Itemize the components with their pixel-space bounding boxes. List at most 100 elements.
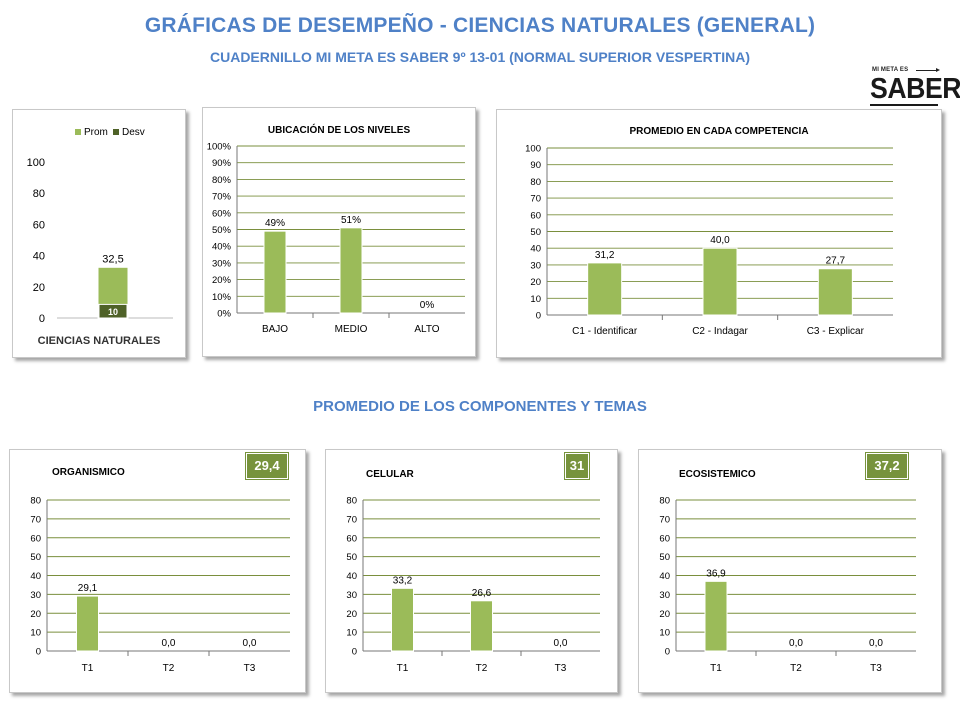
y-tick-label: 80 [530, 177, 541, 188]
chart-title-celular: CELULAR [366, 469, 414, 480]
y-tick-label: 50% [212, 225, 232, 236]
bar [587, 262, 623, 316]
data-label: 0,0 [869, 638, 883, 649]
y-tick-label: 80 [659, 496, 670, 507]
y-tick-label: 80 [30, 496, 41, 507]
y-tick-label: 50 [659, 552, 670, 563]
category-label: T1 [710, 663, 722, 674]
chart-panel-celular: CELULAR 31 0 10 20 30 40 50 60 70 80 33,2 T1 26,6 T2… [325, 449, 618, 693]
y-tick-label: 100% [207, 142, 232, 153]
y-tick-label: 0 [36, 647, 41, 658]
legend-swatch [113, 129, 119, 135]
y-tick-label: 20 [30, 609, 41, 620]
y-tick-label: 60 [530, 210, 541, 221]
y-tick-label: 20 [33, 282, 45, 294]
bar [704, 580, 728, 652]
y-tick-label: 10 [530, 294, 541, 305]
data-label: 49% [265, 218, 285, 229]
logo-underline [870, 104, 938, 106]
y-tick-label: 0 [665, 647, 670, 658]
y-tick-label: 30 [346, 590, 357, 601]
logo-top-text: MI META ES [872, 67, 909, 73]
chart-title-niveles: UBICACIÓN DE LOS NIVELES [267, 125, 411, 136]
y-tick-label: 40 [346, 571, 357, 582]
y-tick-label: 20 [346, 609, 357, 620]
data-label: 27,7 [826, 256, 846, 267]
category-label: T2 [790, 663, 802, 674]
chart-panel-ecosistemico: ECOSISTEMICO 37,2 0 10 20 30 40 50 60 70 80 36,9 T… [638, 449, 942, 693]
y-tick-label: 90% [212, 158, 232, 169]
y-tick-label: 100 [27, 157, 45, 169]
y-tick-label: 40 [659, 571, 670, 582]
y-tick-label: 0 [39, 313, 45, 325]
legend-label: Desv [122, 127, 145, 138]
y-tick-label: 60 [33, 219, 45, 231]
chart-title-organismico: ORGANISMICO [52, 467, 125, 478]
bar [817, 268, 853, 316]
data-label: 40,0 [710, 235, 730, 246]
bar [339, 227, 363, 314]
data-label: 29,1 [78, 583, 98, 594]
chart-general: Prom Desv 0 20 40 60 80 100 32,5 10 CIENCIAS NATUR… [27, 127, 173, 347]
data-label: 0,0 [789, 638, 803, 649]
y-tick-label: 20% [212, 275, 232, 286]
data-label: 26,6 [472, 588, 492, 599]
chart-ecosistemico: 0 10 20 30 40 50 60 70 80 36,9 T1 0,0 T2 0,0 T3 [659, 496, 916, 674]
y-tick-label: 30% [212, 258, 232, 269]
chart-panel-competencia: PROMEDIO EN CADA COMPETENCIA 0 10 20 30 40 50… [496, 109, 942, 358]
y-tick-label: 0 [352, 647, 357, 658]
y-tick-label: 90 [530, 160, 541, 171]
bar [391, 587, 414, 652]
chart-competencia: 0 10 20 30 40 50 60 70 80 90 100 31,2 C1 - Identific… [525, 144, 893, 337]
chart-panel-niveles: UBICACIÓN DE LOS NIVELES 0% 10% 20% 30% 40% 5… [202, 107, 476, 357]
chart-panel-general: Prom Desv 0 20 40 60 80 100 32,5 10 CIENCIAS NATUR… [12, 109, 186, 358]
y-tick-label: 30 [530, 260, 541, 271]
chart-niveles: 0% 10% 20% 30% 40% 50% 60% 70% 80% 90% 100% 49% BAJO… [207, 142, 465, 335]
data-label: 36,9 [706, 568, 726, 579]
y-tick-label: 40 [30, 571, 41, 582]
average-badge-organismico: 29,4 [245, 452, 289, 480]
bar [470, 600, 493, 652]
y-tick-label: 40 [530, 244, 541, 255]
y-tick-label: 30 [659, 590, 670, 601]
category-label: T2 [476, 663, 488, 674]
data-label: 31,2 [595, 250, 615, 261]
y-tick-label: 0 [536, 311, 541, 322]
category-label: BAJO [262, 324, 288, 335]
y-tick-label: 70% [212, 192, 232, 203]
y-tick-label: 30 [30, 590, 41, 601]
category-label: T1 [397, 663, 409, 674]
y-tick-label: 10% [212, 292, 232, 303]
category-label: ALTO [414, 324, 439, 335]
y-tick-label: 20 [530, 277, 541, 288]
chart-celular: 0 10 20 30 40 50 60 70 80 33,2 T1 26,6 T2 0,0 T3 [346, 496, 600, 674]
data-label: 0,0 [554, 638, 568, 649]
y-tick-label: 70 [30, 514, 41, 525]
section-title: PROMEDIO DE LOS COMPONENTES Y TEMAS [313, 398, 647, 415]
y-tick-label: 80 [346, 496, 357, 507]
y-tick-label: 20 [659, 609, 670, 620]
data-label: 51% [341, 215, 361, 226]
data-label: 0% [420, 300, 435, 311]
category-label: C1 - Identificar [572, 326, 638, 337]
y-tick-label: 60 [659, 533, 670, 544]
bar [263, 230, 287, 314]
saber-logo: MI META ES SABER [870, 66, 960, 110]
data-label: 33,2 [393, 575, 413, 586]
y-tick-label: 70 [530, 194, 541, 205]
y-tick-label: 80% [212, 175, 232, 186]
category-label: CIENCIAS NATURALES [38, 335, 161, 347]
y-tick-label: 60 [346, 533, 357, 544]
chart-title-ecosistemico: ECOSISTEMICO [679, 469, 756, 480]
category-label: T3 [244, 663, 256, 674]
y-tick-label: 100 [525, 144, 541, 155]
data-label: 0,0 [162, 638, 176, 649]
y-tick-label: 10 [30, 628, 41, 639]
y-tick-label: 0% [217, 309, 231, 320]
legend-label: Prom [84, 127, 108, 138]
average-badge-celular: 31 [564, 452, 590, 480]
y-tick-label: 60% [212, 208, 232, 219]
category-label: MEDIO [335, 324, 368, 335]
bar [76, 595, 99, 652]
category-label: T3 [555, 663, 567, 674]
